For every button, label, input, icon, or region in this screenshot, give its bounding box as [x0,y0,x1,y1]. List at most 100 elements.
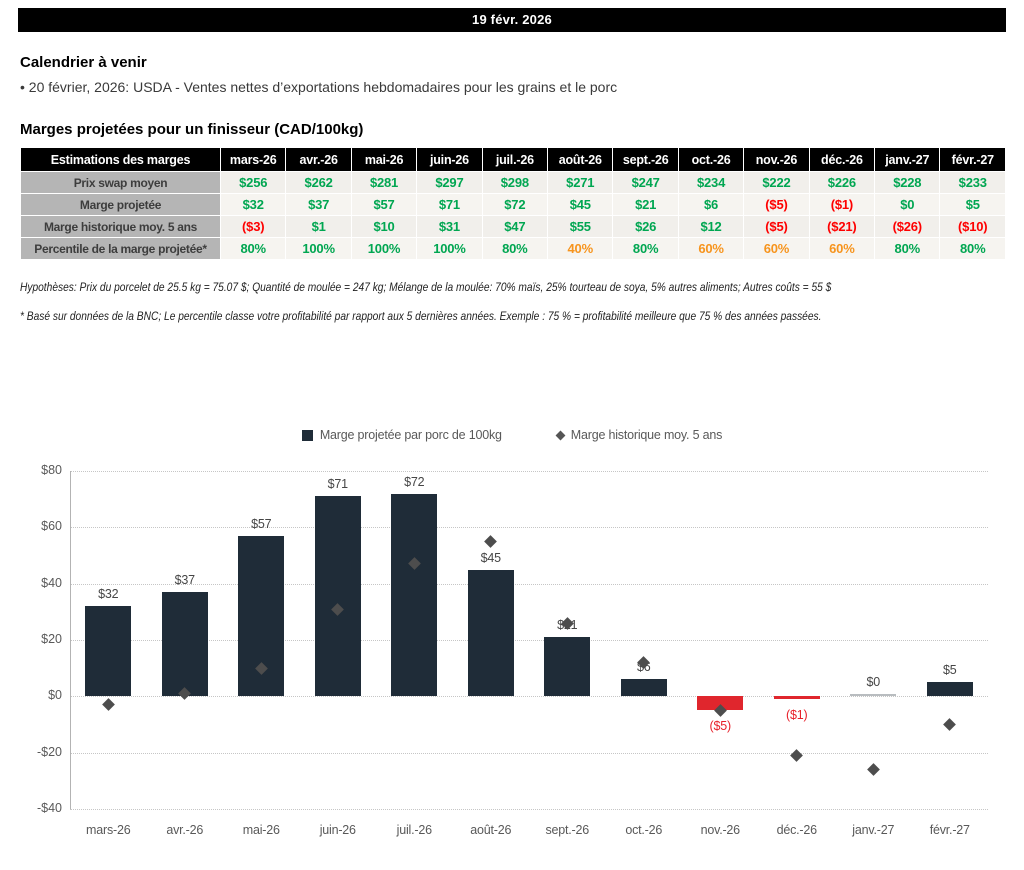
table-cell: $12 [677,215,745,238]
table-month-header: juil.-26 [481,147,549,172]
table-cell: 100% [350,237,418,260]
y-tick-label: $80 [41,463,62,477]
historic-margin-diamond [866,763,880,776]
table-cell: $47 [481,215,549,238]
bar-value-label: $0 [866,674,880,689]
margins-section-title: Marges projetées pour un finisseur (CAD/… [20,121,364,138]
x-tick-label: févr.-27 [929,823,970,837]
y-tick-label: $0 [48,688,62,703]
table-cell: $222 [743,171,810,194]
gridline [70,809,988,810]
bar-value-label: $37 [174,573,195,588]
gridline [70,527,988,529]
report-date: 19 févr. 2026 [472,12,552,27]
chart-bar [391,493,438,697]
chart-bar [620,679,667,697]
x-tick-label: janv.-27 [852,823,895,837]
gridline [70,696,988,698]
bar-swatch-icon [301,429,313,441]
table-cell: $271 [547,171,614,194]
table-cell: 60% [808,237,876,260]
table-month-header: mai-26 [350,147,418,172]
table-cell: $298 [481,171,549,194]
table-month-header: avr.-26 [285,147,352,172]
bar-value-label: $57 [251,516,272,531]
x-tick-label: mars-26 [86,823,131,837]
table-cell: 80% [219,237,287,260]
x-tick-label: oct.-26 [625,823,663,837]
table-cell: $5 [939,193,1006,216]
table-cell: ($1) [808,193,876,216]
table-cell: $21 [612,193,679,216]
table-cell: $247 [612,171,679,194]
y-axis-line [70,471,71,809]
historic-margin-diamond [943,718,957,731]
table-cell: ($10) [939,215,1006,238]
table-month-header: déc.-26 [808,147,876,172]
table-cell: $1 [285,215,352,238]
chart-bar [697,696,744,711]
table-cell: 80% [874,237,941,260]
historic-margin-diamond [101,698,115,712]
table-month-header: nov.-26 [743,147,810,172]
table-cell: 80% [481,237,549,260]
chart-bar [850,693,897,697]
chart-plot: $80 $60 $40 $20 $0 -$20 -$40 mars-26 $32 avr.-26 $… [0,387,1024,847]
table-cell: $0 [874,193,941,216]
chart-bar [773,696,820,700]
table-cell: $234 [677,171,745,194]
table-cell: 60% [677,237,745,260]
x-tick-label: août-26 [470,823,512,837]
y-tick-label: $20 [41,632,62,646]
y-tick-label: $60 [41,519,62,534]
legend-item-projected-margin: Marge projetée par porc de 100kg [301,428,502,442]
y-tick-label: -$40 [36,801,62,815]
legend-item-historic-margin: Marge historique moy. 5 ans [555,428,723,442]
table-cell: 100% [416,237,483,260]
y-tick-label: -$20 [36,744,62,759]
table-row-label: Percentile de la marge projetée* [20,237,221,260]
x-tick-label: nov.-26 [700,823,741,837]
chart-bar [314,496,361,697]
chart-bar [926,682,973,697]
gridline [70,471,988,472]
table-cell: $228 [874,171,941,194]
table-cell: $6 [677,193,745,216]
margins-table: Estimations des marges mars-26 avr.-26 mai-… [20,147,1006,260]
table-cell: $297 [416,171,483,194]
table-month-header: oct.-26 [677,147,745,172]
table-cell: $256 [219,171,287,194]
table-cell: $262 [285,171,352,194]
table-cell: 80% [939,237,1006,260]
table-row-label: Marge historique moy. 5 ans [20,215,221,238]
table-row-label: Marge projetée [20,193,221,216]
bar-value-label: $5 [942,663,957,678]
table-cell: $10 [350,215,418,238]
table-cell: $32 [219,193,287,216]
calendar-section-title: Calendrier à venir [20,54,147,71]
table-cell: $37 [285,193,352,216]
table-cell: ($3) [219,215,287,238]
historic-margin-diamond [790,749,804,762]
historic-margin-diamond [484,535,498,548]
gridline [70,752,988,754]
y-tick-label: $40 [41,575,62,590]
bar-value-label: ($1) [786,708,808,723]
table-corner-header: Estimations des marges [20,147,221,172]
table-cell: $226 [808,171,876,194]
table-cell: $57 [350,193,418,216]
assumptions-footnote: Hypothèses: Prix du porcelet de 25.5 kg … [20,280,832,294]
table-cell: ($5) [743,193,810,216]
table-month-header: févr.-27 [939,147,1006,172]
legend-label-historic: Marge historique moy. 5 ans [570,428,723,442]
table-cell: ($21) [808,215,876,238]
table-month-header: juin-26 [416,147,483,172]
chart-bar [467,569,514,697]
chart-bar [544,637,591,697]
margins-chart: Marge projetée par porc de 100kg Marge h… [0,387,1024,847]
table-cell: $26 [612,215,679,238]
table-cell: 60% [743,237,810,260]
table-row-label: Prix swap moyen [20,171,221,194]
table-cell: $233 [939,171,1006,194]
